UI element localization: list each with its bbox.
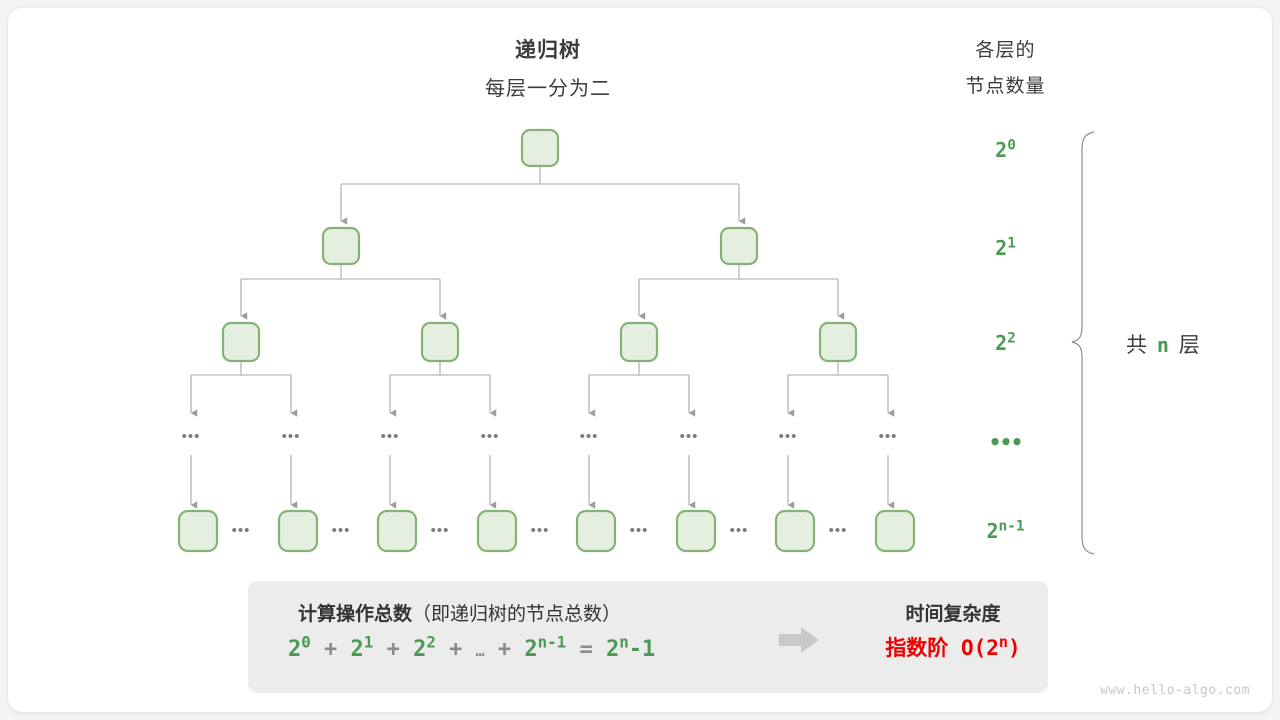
level-count-exp: n-1 <box>998 518 1025 535</box>
formula-operator: + <box>386 637 400 662</box>
node-dots: ••• <box>380 428 400 445</box>
complexity-exp: n <box>998 633 1009 651</box>
node-dots: ••• <box>579 428 599 445</box>
tree-node <box>575 509 617 553</box>
total-levels-label: 共 n 层 <box>1126 329 1202 359</box>
node-dots: ••• <box>729 522 749 539</box>
node-dots: ••• <box>231 522 251 539</box>
formula-term-2-exp: 2 <box>426 632 436 652</box>
levels-brace <box>1071 131 1095 555</box>
tree-node <box>376 509 418 553</box>
level-count-exp: 1 <box>1007 235 1016 252</box>
formula-operator: + <box>449 637 463 662</box>
node-dots: ••• <box>878 428 898 445</box>
formula-term-4-base: 2 <box>524 637 538 662</box>
complexity-value: 指数阶 O(2n) <box>838 632 1068 662</box>
node-dots: ••• <box>778 428 798 445</box>
level-count-base: 2 <box>995 236 1008 260</box>
complexity-big-o: O(2 <box>960 636 999 660</box>
formula-term-1-base: 2 <box>350 637 364 662</box>
formula-operator: + <box>497 637 512 662</box>
level-count-1: 21 <box>943 236 1068 260</box>
node-dots: ••• <box>181 428 201 445</box>
level-count-base: 2 <box>986 519 999 543</box>
level-count-2: 22 <box>943 331 1068 355</box>
level-count-dots: ••• <box>988 430 1023 454</box>
tree-node <box>221 321 261 363</box>
tree-node <box>420 321 460 363</box>
formula-operator: + <box>324 637 338 662</box>
node-dots: ••• <box>480 428 500 445</box>
complexity-label: 指数阶 <box>885 637 949 660</box>
summary-title: 计算操作总数（即递归树的节点总数） <box>298 599 621 626</box>
formula-equals: = <box>579 637 593 662</box>
level-count-exp: 2 <box>1007 330 1016 347</box>
tree-node <box>675 509 717 553</box>
summary-box: 计算操作总数（即递归树的节点总数） 20 + 21 + 22 + … + 2n-… <box>248 581 1048 693</box>
node-dots: ••• <box>828 522 848 539</box>
count-subtitle: 节点数量 <box>965 76 1046 97</box>
formula-term-0-exp: 0 <box>301 632 311 652</box>
summary-title-bold: 计算操作总数 <box>298 604 413 625</box>
count-title: 各层的 <box>975 40 1036 61</box>
tree-subtitle: 每层一分为二 <box>485 78 611 100</box>
level-count-0: 20 <box>943 138 1068 162</box>
formula-term-4-exp: n-1 <box>537 632 567 652</box>
summary-formula: 20 + 21 + 22 + … + 2n-1 = 2n-1 <box>288 634 656 662</box>
formula-term-1-exp: 1 <box>363 632 374 652</box>
formula-result-tail: -1 <box>628 637 656 662</box>
tree-node <box>321 226 361 266</box>
formula-term-0-base: 2 <box>288 637 302 662</box>
tree-node <box>520 128 560 168</box>
formula-term-2-base: 2 <box>413 637 427 662</box>
recursion-tree-graphic <box>177 128 1095 555</box>
tree-node <box>476 509 518 553</box>
level-count-last: 2n-1 <box>933 519 1078 543</box>
tree-node <box>774 509 816 553</box>
total-levels-variable: n <box>1156 333 1171 357</box>
tree-node <box>177 509 219 553</box>
arrow-right-icon <box>779 627 819 653</box>
total-levels-prefix: 共 <box>1126 334 1149 357</box>
node-dots: ••• <box>629 522 649 539</box>
node-dots: ••• <box>430 522 450 539</box>
node-dots: ••• <box>331 522 351 539</box>
complexity-title: 时间复杂度 <box>905 604 1001 625</box>
formula-result-base: 2 <box>605 637 620 662</box>
formula-ellipsis: … <box>475 642 485 660</box>
node-dots: ••• <box>530 522 550 539</box>
tree-node <box>818 321 858 363</box>
node-dots: ••• <box>281 428 301 445</box>
tree-title: 递归树 <box>515 39 581 62</box>
node-dots: ••• <box>679 428 699 445</box>
total-levels-suffix: 层 <box>1178 334 1202 357</box>
tree-node <box>874 509 916 553</box>
tree-node <box>619 321 659 363</box>
level-count-base: 2 <box>995 331 1008 355</box>
formula-result-exp: n <box>619 632 629 652</box>
level-count-base: 2 <box>995 138 1008 162</box>
summary-title-paren: （即递归树的节点总数） <box>412 604 622 625</box>
level-count-exp: 0 <box>1007 137 1016 154</box>
tree-node <box>277 509 319 553</box>
complexity-close: ) <box>1008 636 1021 660</box>
tree-node <box>719 226 759 266</box>
diagram-card: 递归树 每层一分为二 各层的 节点数量 <box>8 8 1272 712</box>
watermark: www.hello-algo.com <box>1100 683 1250 698</box>
